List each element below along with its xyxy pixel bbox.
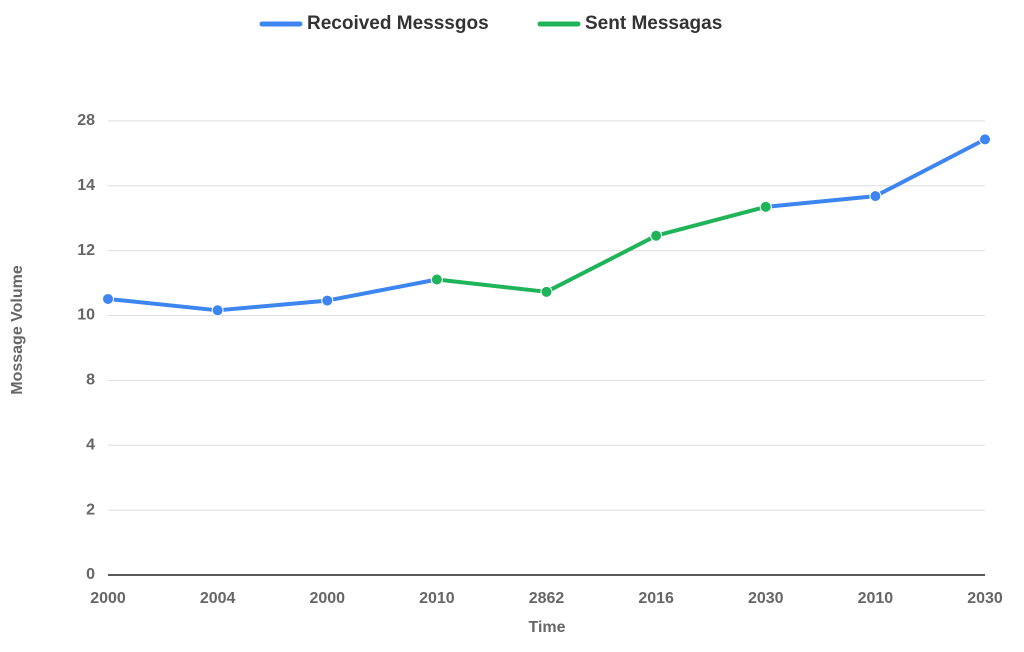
point <box>211 304 224 317</box>
y-tick-label: 10 <box>77 307 95 324</box>
point <box>650 229 663 242</box>
point <box>540 285 553 298</box>
x-tick-label: 2000 <box>309 590 345 607</box>
series-line <box>436 204 767 294</box>
y-tick-label: 0 <box>86 566 95 583</box>
point <box>321 294 334 307</box>
series-line <box>107 137 986 313</box>
y-tick-label: 4 <box>86 436 95 453</box>
x-tick-label: 2030 <box>748 590 784 607</box>
x-tick-label: 2010 <box>419 590 455 607</box>
y-tick-label: 12 <box>77 242 95 259</box>
y-tick-label: 14 <box>77 177 95 194</box>
point <box>430 273 443 286</box>
point <box>102 292 114 305</box>
x-axis-title: Time <box>528 619 565 636</box>
y-tick-label: 28 <box>77 112 95 129</box>
point <box>759 200 772 213</box>
y-axis-title: Mossage Volume <box>9 265 26 395</box>
point <box>869 190 882 203</box>
x-tick-label: 2016 <box>638 590 674 607</box>
x-tick-label: 2004 <box>200 590 236 607</box>
x-tick-label: 2862 <box>529 590 565 607</box>
y-tick-label: 2 <box>86 501 95 518</box>
point <box>979 133 991 146</box>
x-tick-label: 2010 <box>858 590 894 607</box>
legend-label: Sent Messagas <box>585 13 722 34</box>
legend-label: Recoived Messsgos <box>307 13 489 34</box>
x-tick-label: 2030 <box>967 590 1003 607</box>
x-tick-label: 2000 <box>90 590 126 607</box>
y-tick-label: 8 <box>86 372 95 389</box>
